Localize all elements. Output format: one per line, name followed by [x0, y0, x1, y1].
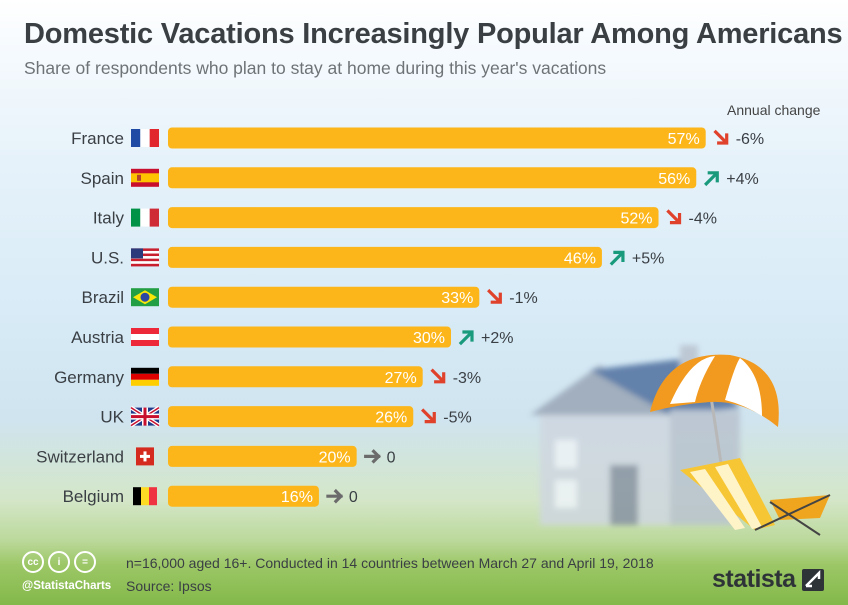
- value-label: 46%: [564, 250, 596, 267]
- bar: [168, 366, 423, 388]
- spain-flag-icon: [131, 168, 159, 187]
- annual-change-header: Annual change: [727, 102, 821, 118]
- change-arrow-icon: [430, 368, 446, 384]
- annual-change-label: -6%: [736, 131, 764, 148]
- category-label: Italy: [93, 209, 125, 228]
- uk-flag-icon: [129, 405, 161, 428]
- bar-row: Brazil 33% -1%: [81, 286, 538, 308]
- value-label: 33%: [441, 290, 473, 307]
- change-arrow-icon: [704, 171, 719, 187]
- change-arrow-icon: [421, 408, 436, 424]
- bar-row: U.S. 46% +5%: [91, 246, 664, 268]
- category-label: Germany: [54, 368, 124, 387]
- bar: [168, 167, 697, 189]
- license-icons: cc i =: [22, 551, 96, 573]
- value-label: 52%: [621, 211, 653, 228]
- change-arrow-icon: [609, 250, 625, 266]
- bar-row: UK 26% -5%: [100, 405, 472, 428]
- bar: [168, 127, 706, 149]
- bar-row: France 57% -6%: [71, 127, 764, 149]
- change-arrow-icon: [487, 288, 502, 304]
- footer-source: Source: Ipsos: [126, 578, 212, 594]
- no-derivatives-icon: =: [74, 551, 96, 573]
- value-label: 20%: [319, 449, 351, 466]
- bar: [168, 326, 451, 348]
- statista-handle: @StatistaCharts: [22, 580, 112, 592]
- switzerland-flag-icon: [136, 447, 154, 466]
- category-label: Belgium: [63, 487, 124, 506]
- vacation-illustration: [530, 345, 831, 536]
- deck-chair-icon: [680, 458, 831, 536]
- category-label: Brazil: [81, 288, 124, 307]
- bar: [168, 406, 414, 428]
- bar: [168, 286, 480, 308]
- annual-change-label: +2%: [481, 330, 513, 347]
- annual-change-label: 0: [349, 489, 358, 506]
- change-arrow-icon: [364, 449, 381, 464]
- annual-change-label: -5%: [443, 410, 471, 427]
- annual-change-label: +4%: [726, 171, 758, 188]
- category-label: UK: [100, 408, 124, 427]
- category-label: France: [71, 129, 124, 148]
- bar: [168, 207, 659, 229]
- chart-title: Domestic Vacations Increasingly Popular …: [24, 18, 843, 50]
- value-label: 27%: [385, 370, 417, 387]
- bar-row: Switzerland 20% 0: [36, 445, 396, 467]
- chart-subtitle: Share of respondents who plan to stay at…: [24, 58, 607, 78]
- brazil-flag-icon: [131, 288, 159, 307]
- annual-change-label: 0: [387, 449, 396, 466]
- category-label: Spain: [81, 169, 124, 188]
- value-label: 16%: [281, 489, 313, 506]
- category-label: U.S.: [91, 248, 124, 267]
- annual-change-label: -3%: [453, 370, 481, 387]
- value-label: 26%: [375, 410, 407, 427]
- annual-change-label: +5%: [632, 250, 664, 267]
- us-flag-icon: [131, 248, 159, 267]
- category-label: Austria: [71, 328, 124, 347]
- value-label: 30%: [413, 330, 445, 347]
- change-arrow-icon: [713, 129, 729, 145]
- umbrella-icon: [650, 354, 779, 511]
- value-label: 57%: [668, 131, 700, 148]
- statista-logo-text: statista: [712, 565, 796, 593]
- attribution-icon: i: [48, 551, 70, 573]
- bar-row: Italy 52% -4%: [93, 207, 717, 229]
- bar-row: Germany 27% -3%: [54, 366, 481, 388]
- bar-row: Belgium 16% 0: [63, 485, 358, 507]
- change-arrow-icon: [666, 209, 682, 225]
- germany-flag-icon: [131, 367, 159, 386]
- bar: [168, 485, 319, 507]
- annual-change-label: -1%: [509, 290, 537, 307]
- bar-row: Spain 56% +4%: [81, 167, 759, 189]
- france-flag-icon: [131, 129, 159, 147]
- bar-row: Austria 30% +2%: [71, 326, 513, 348]
- value-label: 56%: [658, 171, 690, 188]
- change-arrow-icon: [326, 488, 344, 504]
- creative-commons-icon: cc: [22, 551, 44, 573]
- bar: [168, 445, 357, 467]
- change-arrow-icon: [458, 330, 474, 346]
- category-label: Switzerland: [36, 447, 124, 466]
- statista-logo: statista: [712, 565, 824, 594]
- annual-change-label: -4%: [689, 211, 717, 228]
- footer-note: n=16,000 aged 16+. Conducted in 14 count…: [126, 555, 654, 571]
- statista-logo-icon: [801, 568, 824, 591]
- belgium-flag-icon: [133, 487, 157, 506]
- austria-flag-icon: [131, 328, 159, 346]
- italy-flag-icon: [131, 208, 159, 227]
- bar: [168, 246, 602, 268]
